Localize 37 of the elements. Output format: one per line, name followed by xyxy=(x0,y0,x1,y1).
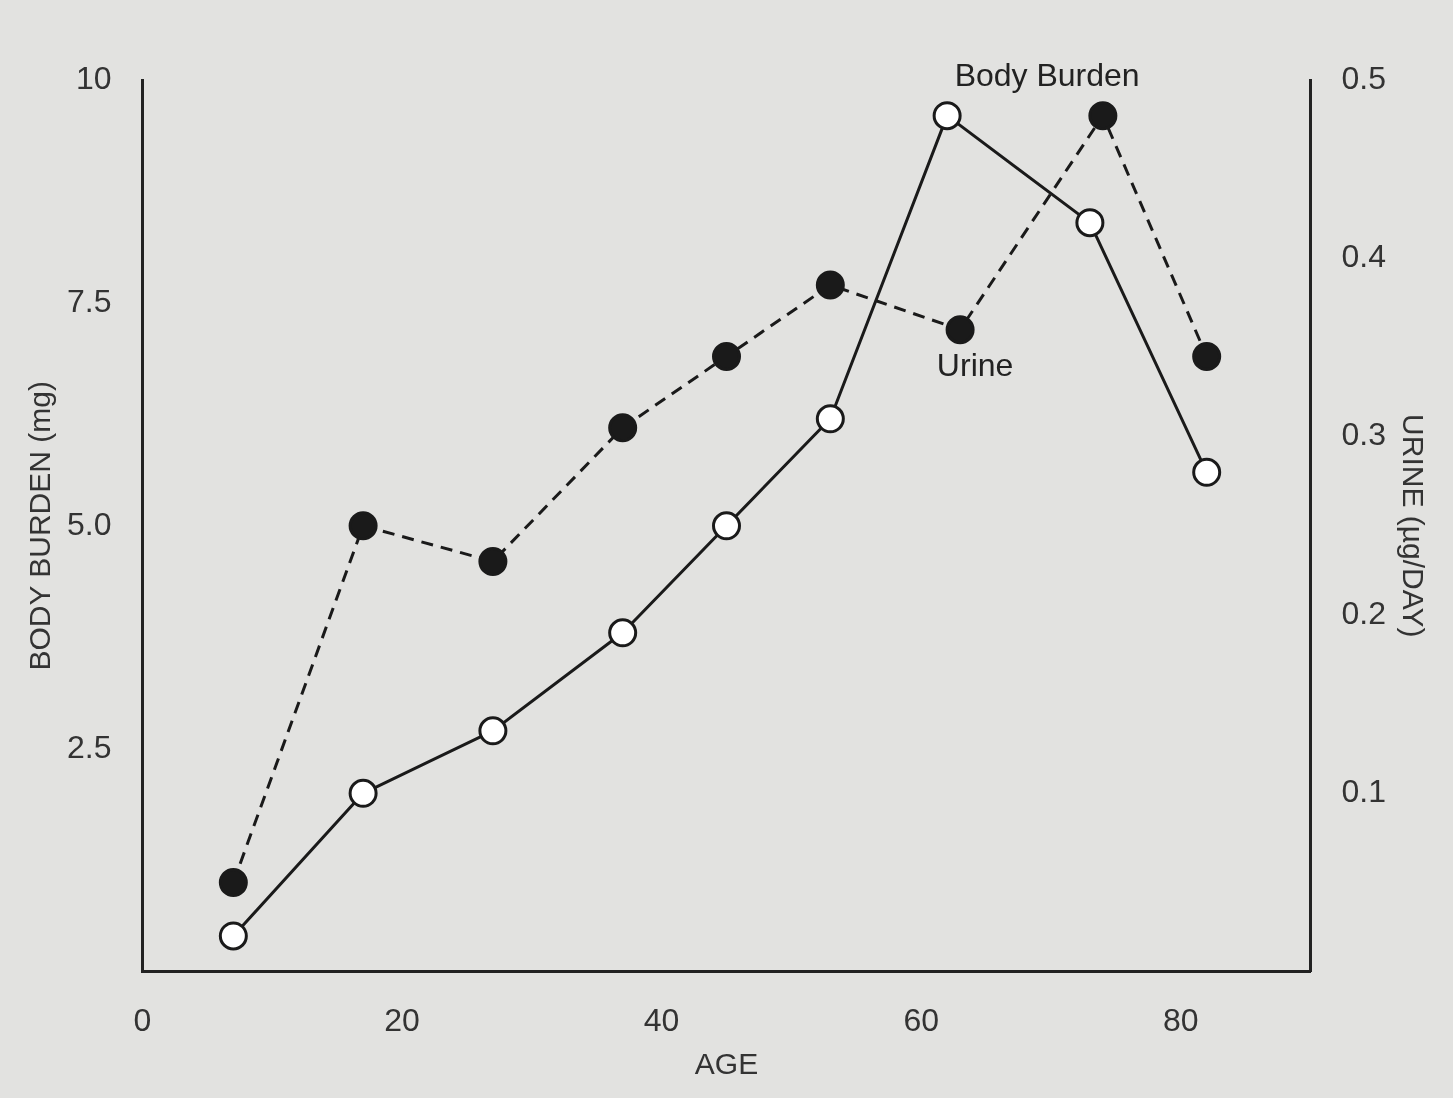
y2-tick-label: 0.5 xyxy=(1341,59,1386,96)
point xyxy=(1192,341,1222,371)
x-tick-label: 60 xyxy=(903,1001,939,1038)
point xyxy=(478,546,508,576)
y2-tick-label: 0.1 xyxy=(1341,773,1386,810)
series-label: Urine xyxy=(936,347,1014,384)
point xyxy=(932,101,962,131)
point xyxy=(945,315,975,345)
point xyxy=(712,511,741,541)
y2-tick-label: 0.2 xyxy=(1341,594,1386,631)
x-tick-label: 20 xyxy=(384,1001,420,1038)
series-label: Body Burden xyxy=(954,57,1140,94)
x-axis-title: AGE xyxy=(694,1047,759,1081)
y2-axis-title: URINE (µg/DAY) xyxy=(1396,414,1430,638)
y2-tick-label: 0.4 xyxy=(1341,238,1386,275)
point xyxy=(712,341,741,371)
x-tick-label: 80 xyxy=(1162,1001,1199,1038)
point xyxy=(815,404,845,434)
point xyxy=(815,270,845,300)
point xyxy=(218,867,248,897)
point xyxy=(218,921,248,951)
y-axis-title: BODY BURDEN (mg) xyxy=(23,381,57,671)
y-tick-label: 2.5 xyxy=(67,728,112,765)
point xyxy=(1192,457,1222,487)
point xyxy=(1075,208,1105,238)
y2-tick-label: 0.3 xyxy=(1341,416,1386,453)
y-tick-label: 7.5 xyxy=(67,282,112,319)
x-tick-label: 0 xyxy=(133,1001,152,1038)
point xyxy=(608,618,638,648)
y-tick-label: 5.0 xyxy=(67,505,112,542)
point xyxy=(348,778,378,808)
x-tick-label: 40 xyxy=(643,1001,680,1038)
point xyxy=(478,716,508,746)
point xyxy=(348,511,378,541)
y-tick-label: 10 xyxy=(75,59,112,96)
point xyxy=(608,413,638,443)
point xyxy=(1088,101,1118,131)
